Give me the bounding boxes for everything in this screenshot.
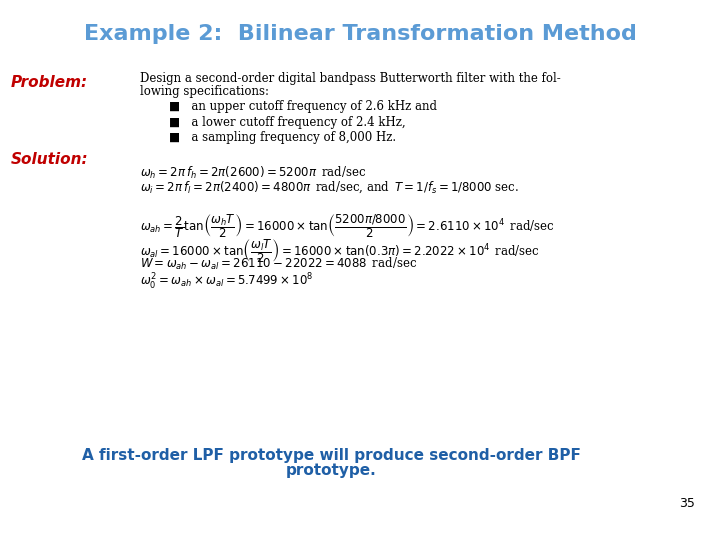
Text: Problem:: Problem: [11, 75, 88, 90]
Text: ■   a lower cutoff frequency of 2.4 kHz,: ■ a lower cutoff frequency of 2.4 kHz, [169, 116, 406, 129]
Text: ■   a sampling frequency of 8,000 Hz.: ■ a sampling frequency of 8,000 Hz. [169, 131, 396, 144]
Text: $\omega_{al} = 16000 \times \tan\!\left(\dfrac{\omega_l T}{2}\right) = 16000 \ti: $\omega_{al} = 16000 \times \tan\!\left(… [140, 237, 541, 265]
Text: $W = \omega_{ah} - \omega_{al} = 26110 - 22022 = 4088\,$ rad/sec: $W = \omega_{ah} - \omega_{al} = 26110 -… [140, 255, 418, 272]
Text: Example 2:  Bilinear Transformation Method: Example 2: Bilinear Transformation Metho… [84, 24, 636, 44]
Text: Design a second-order digital bandpass Butterworth filter with the fol-: Design a second-order digital bandpass B… [140, 72, 561, 85]
Text: $\omega_{ah} = \dfrac{2}{T}\tan\!\left(\dfrac{\omega_h T}{2}\right) = 16000 \tim: $\omega_{ah} = \dfrac{2}{T}\tan\!\left(\… [140, 212, 555, 240]
Text: 35: 35 [679, 497, 695, 510]
Text: A first-order LPF prototype will produce second-order BPF: A first-order LPF prototype will produce… [82, 448, 580, 463]
Text: lowing specifications:: lowing specifications: [140, 85, 269, 98]
Text: prototype.: prototype. [286, 463, 377, 478]
Text: ■   an upper cutoff frequency of 2.6 kHz and: ■ an upper cutoff frequency of 2.6 kHz a… [169, 100, 437, 113]
Text: $\omega_0^2 = \omega_{ah} \times \omega_{al} = 5.7499 \times 10^8$: $\omega_0^2 = \omega_{ah} \times \omega_… [140, 272, 314, 292]
Text: $\omega_i = 2\pi \, f_l = 2\pi(2400) = 4800\pi\,$ rad/sec, and $\,T = 1/f_s = 1/: $\omega_i = 2\pi \, f_l = 2\pi(2400) = 4… [140, 180, 519, 195]
Text: $\omega_h = 2\pi \, f_h = 2\pi(2600) = 5200\pi\,$ rad/sec: $\omega_h = 2\pi \, f_h = 2\pi(2600) = 5… [140, 165, 366, 181]
Text: Solution:: Solution: [11, 152, 89, 167]
